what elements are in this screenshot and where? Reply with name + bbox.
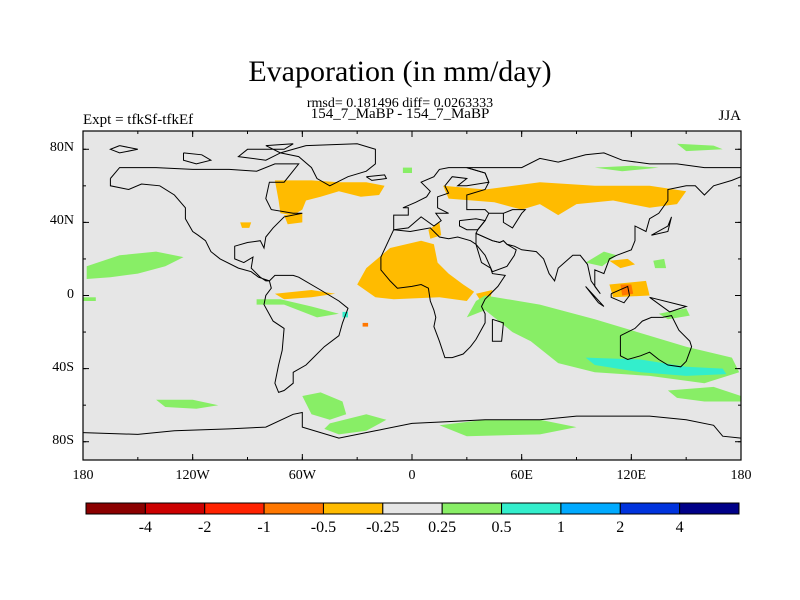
anomaly-region-0 bbox=[274, 180, 385, 216]
season-label: JJA bbox=[718, 108, 741, 124]
colorbar-swatch-1 bbox=[144, 502, 206, 515]
anomaly-region-11 bbox=[362, 322, 369, 327]
x-tick-label: 120W bbox=[175, 468, 210, 483]
colorbar-swatch-10 bbox=[679, 502, 740, 515]
anomaly-region-25 bbox=[594, 165, 659, 172]
x-tick-label: 60E bbox=[510, 468, 533, 483]
coastline-14 bbox=[651, 216, 672, 236]
colorbar-swatch-5 bbox=[382, 502, 443, 515]
anomaly-region-7 bbox=[609, 258, 635, 269]
colorbar-label: 2 bbox=[616, 519, 625, 536]
coastline-11 bbox=[585, 286, 605, 307]
colorbar-label: -4 bbox=[138, 519, 153, 536]
x-tick-label: 120E bbox=[616, 468, 647, 483]
anomaly-region-24 bbox=[677, 143, 723, 152]
coastline-4 bbox=[109, 145, 138, 154]
colorbar-swatch-8 bbox=[560, 502, 621, 515]
coastline-15 bbox=[619, 315, 693, 368]
colorbar-label: 1 bbox=[556, 519, 565, 536]
anomaly-region-3 bbox=[428, 222, 442, 239]
colorbar-label: -0.25 bbox=[366, 519, 400, 536]
colorbar-label: -0.5 bbox=[310, 519, 337, 536]
anomaly-region-9 bbox=[620, 284, 634, 296]
anomaly-region-16 bbox=[302, 392, 347, 420]
colorbar-swatch-9 bbox=[619, 502, 681, 515]
y-tick-label: 0 bbox=[67, 286, 74, 302]
colorbar-label: 0.5 bbox=[491, 519, 512, 536]
anomaly-region-15 bbox=[83, 297, 96, 301]
coastline-16 bbox=[491, 318, 504, 342]
colorbar-swatch-7 bbox=[501, 502, 562, 515]
coastline-2 bbox=[237, 143, 294, 161]
x-tick-label: 0 bbox=[408, 468, 416, 483]
coastline-6 bbox=[393, 167, 490, 231]
colorbar-swatch-2 bbox=[204, 502, 265, 515]
anomaly-region-23 bbox=[585, 251, 617, 267]
colorbar-label: 0.25 bbox=[428, 519, 457, 536]
anomaly-region-4 bbox=[357, 240, 475, 301]
y-tick-label: 80N bbox=[49, 140, 74, 156]
anomaly-region-19 bbox=[439, 419, 577, 437]
y-tick-label: 40N bbox=[49, 213, 74, 229]
y-tick-label: 40S bbox=[52, 359, 74, 375]
coastline-13 bbox=[649, 296, 689, 313]
anomaly-region-26 bbox=[402, 167, 412, 173]
anomaly-region-13 bbox=[256, 299, 339, 318]
experiment-label: Expt = tfkSf-tfkEf bbox=[83, 112, 194, 128]
colorbar-swatch-0 bbox=[85, 502, 146, 515]
anomaly-region-18 bbox=[324, 414, 387, 435]
colorbar-label: 4 bbox=[675, 519, 684, 536]
colorbar-label: -2 bbox=[198, 519, 212, 536]
anomaly-region-17 bbox=[156, 399, 219, 409]
x-tick-label: 180 bbox=[730, 468, 752, 483]
stats-line: rmsd= 0.181496 diff= 0.0263333 bbox=[306, 96, 494, 111]
anomaly-region-14 bbox=[466, 295, 740, 384]
coastline-1 bbox=[280, 143, 376, 187]
anomaly-region-27 bbox=[585, 357, 727, 376]
coastline-12 bbox=[610, 285, 631, 304]
case-label: 154_7_MaBP - 154_7_MaBP bbox=[310, 106, 490, 122]
colorbar-swatch-3 bbox=[263, 502, 324, 515]
x-tick-label: 60W bbox=[288, 468, 316, 483]
anomaly-region-5 bbox=[274, 290, 336, 300]
coastline-5 bbox=[263, 274, 349, 394]
coastline-10 bbox=[466, 152, 742, 295]
coastline-7 bbox=[380, 227, 507, 359]
anomaly-region-12 bbox=[86, 251, 184, 279]
coastline-17 bbox=[366, 174, 388, 181]
anomaly-region-2 bbox=[443, 182, 687, 216]
colorbar-swatch-6 bbox=[441, 502, 503, 515]
anomaly-region-10 bbox=[240, 222, 252, 228]
chart-title: Evaporation (in mm/day) bbox=[248, 55, 552, 88]
anomaly-region-22 bbox=[653, 258, 667, 269]
colorbar-swatch-4 bbox=[322, 502, 384, 515]
coastline-3 bbox=[183, 152, 213, 165]
colorbar-label: -1 bbox=[257, 519, 271, 536]
coastline-0 bbox=[109, 163, 303, 282]
x-tick-label: 180 bbox=[72, 468, 94, 483]
coastline-18 bbox=[82, 411, 742, 439]
y-tick-label: 80S bbox=[52, 432, 74, 448]
anomaly-region-20 bbox=[667, 386, 741, 402]
